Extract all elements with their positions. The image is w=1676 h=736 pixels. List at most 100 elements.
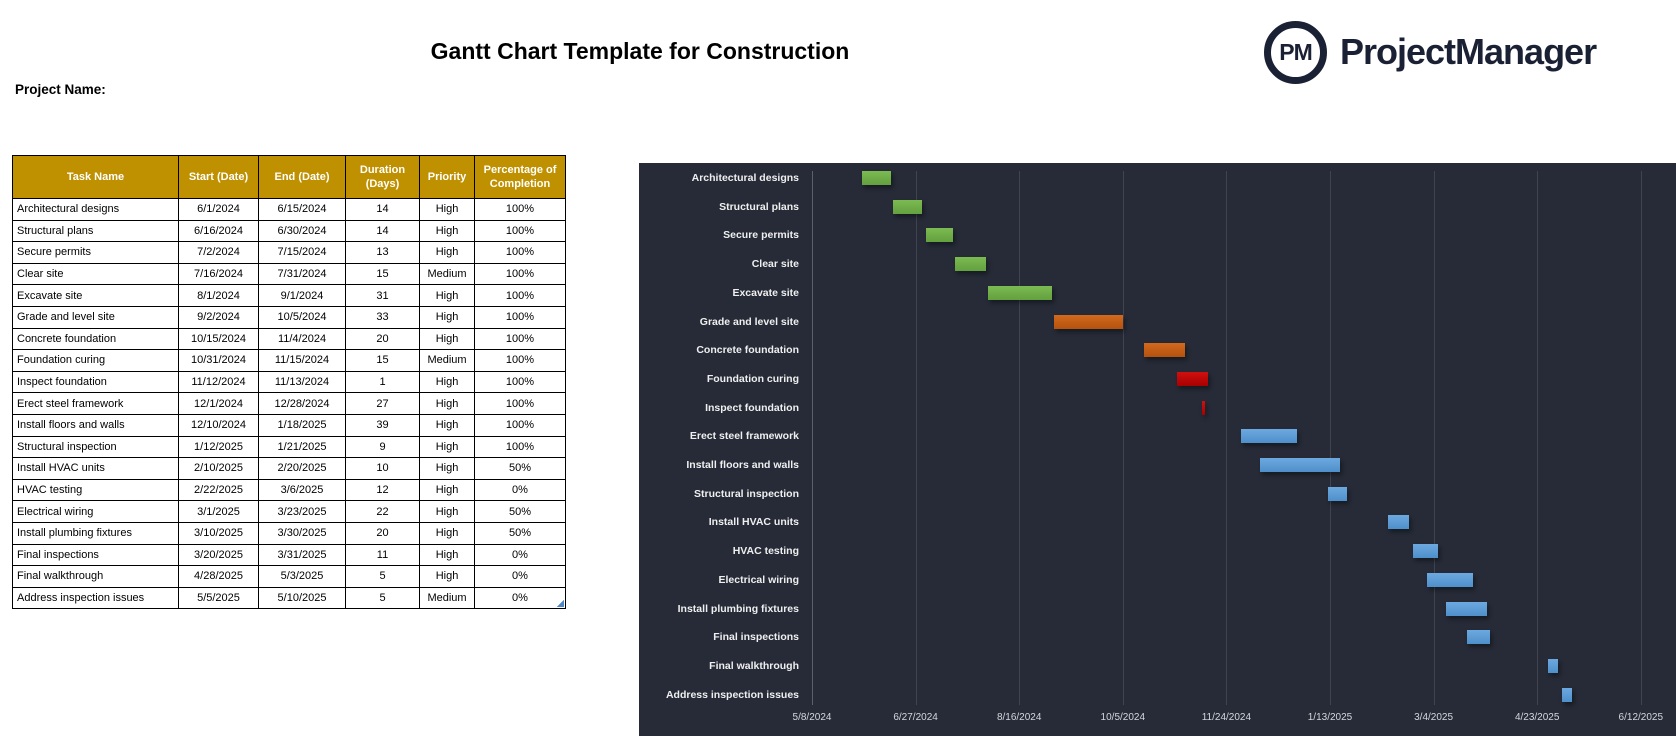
cell-priority[interactable]: High [419,241,475,264]
cell-start-date[interactable]: 12/10/2024 [178,413,259,437]
cell-duration[interactable]: 15 [345,262,420,286]
cell-task-name[interactable]: Erect steel framework [12,392,179,415]
cell-end-date[interactable]: 3/31/2025 [258,543,346,567]
cell-task-name[interactable]: Electrical wiring [12,500,179,523]
cell-task-name[interactable]: Address inspection issues [12,586,179,610]
cell-priority[interactable]: High [419,327,475,351]
cell-duration[interactable]: 12 [345,478,420,502]
cell-completion[interactable]: 50% [474,457,566,480]
column-header[interactable]: End (Date) [258,155,346,199]
cell-completion[interactable]: 50% [474,521,566,545]
column-header[interactable]: Start (Date) [178,155,259,199]
cell-priority[interactable]: High [419,478,475,502]
cell-duration[interactable]: 20 [345,521,420,545]
cell-priority[interactable]: High [419,565,475,588]
column-header[interactable]: Task Name [12,155,179,199]
cell-completion[interactable]: 100% [474,284,566,307]
column-header[interactable]: Percentage of Completion [474,155,566,199]
cell-task-name[interactable]: HVAC testing [12,478,179,502]
cell-start-date[interactable]: 7/16/2024 [178,262,259,286]
cell-priority[interactable]: High [419,543,475,567]
cell-end-date[interactable]: 11/13/2024 [258,370,346,394]
cell-start-date[interactable]: 6/16/2024 [178,219,259,243]
cell-duration[interactable]: 14 [345,198,420,221]
cell-completion[interactable]: 100% [474,413,566,437]
cell-priority[interactable]: Medium [419,349,475,372]
cell-duration[interactable]: 27 [345,392,420,415]
cell-start-date[interactable]: 10/31/2024 [178,349,259,372]
cell-start-date[interactable]: 11/12/2024 [178,370,259,394]
cell-priority[interactable]: High [419,392,475,415]
cell-completion[interactable]: 50% [474,500,566,523]
cell-priority[interactable]: High [419,435,475,459]
cell-start-date[interactable]: 2/10/2025 [178,457,259,480]
cell-end-date[interactable]: 3/6/2025 [258,478,346,502]
cell-end-date[interactable]: 12/28/2024 [258,392,346,415]
cell-task-name[interactable]: Install floors and walls [12,413,179,437]
cell-end-date[interactable]: 5/3/2025 [258,565,346,588]
cell-end-date[interactable]: 1/21/2025 [258,435,346,459]
cell-start-date[interactable]: 7/2/2024 [178,241,259,264]
cell-task-name[interactable]: Excavate site [12,284,179,307]
cell-end-date[interactable]: 1/18/2025 [258,413,346,437]
cell-end-date[interactable]: 11/15/2024 [258,349,346,372]
cell-duration[interactable]: 20 [345,327,420,351]
cell-priority[interactable]: High [419,305,475,329]
cell-end-date[interactable]: 5/10/2025 [258,586,346,610]
table-resize-handle[interactable] [556,599,564,607]
cell-duration[interactable]: 31 [345,284,420,307]
cell-task-name[interactable]: Secure permits [12,241,179,264]
cell-priority[interactable]: High [419,284,475,307]
cell-task-name[interactable]: Final inspections [12,543,179,567]
cell-task-name[interactable]: Final walkthrough [12,565,179,588]
cell-end-date[interactable]: 7/31/2024 [258,262,346,286]
cell-completion[interactable]: 100% [474,435,566,459]
cell-end-date[interactable]: 7/15/2024 [258,241,346,264]
cell-start-date[interactable]: 9/2/2024 [178,305,259,329]
cell-duration[interactable]: 15 [345,349,420,372]
cell-task-name[interactable]: Foundation curing [12,349,179,372]
cell-start-date[interactable]: 3/10/2025 [178,521,259,545]
cell-end-date[interactable]: 3/23/2025 [258,500,346,523]
cell-duration[interactable]: 39 [345,413,420,437]
cell-duration[interactable]: 13 [345,241,420,264]
column-header[interactable]: Duration (Days) [345,155,420,199]
cell-completion[interactable]: 100% [474,392,566,415]
cell-priority[interactable]: Medium [419,586,475,610]
column-header[interactable]: Priority [419,155,475,199]
cell-duration[interactable]: 10 [345,457,420,480]
cell-end-date[interactable]: 2/20/2025 [258,457,346,480]
cell-start-date[interactable]: 4/28/2025 [178,565,259,588]
cell-completion[interactable]: 0% [474,478,566,502]
cell-start-date[interactable]: 12/1/2024 [178,392,259,415]
cell-duration[interactable]: 9 [345,435,420,459]
cell-priority[interactable]: High [419,198,475,221]
cell-task-name[interactable]: Structural plans [12,219,179,243]
cell-completion[interactable]: 100% [474,219,566,243]
cell-end-date[interactable]: 9/1/2024 [258,284,346,307]
cell-start-date[interactable]: 6/1/2024 [178,198,259,221]
cell-priority[interactable]: High [419,370,475,394]
cell-start-date[interactable]: 3/1/2025 [178,500,259,523]
cell-task-name[interactable]: Concrete foundation [12,327,179,351]
cell-duration[interactable]: 5 [345,586,420,610]
cell-start-date[interactable]: 5/5/2025 [178,586,259,610]
cell-end-date[interactable]: 11/4/2024 [258,327,346,351]
cell-task-name[interactable]: Grade and level site [12,305,179,329]
cell-duration[interactable]: 22 [345,500,420,523]
cell-priority[interactable]: High [419,413,475,437]
cell-task-name[interactable]: Install HVAC units [12,457,179,480]
cell-completion[interactable]: 0% [474,543,566,567]
cell-completion[interactable]: 0% [474,565,566,588]
cell-priority[interactable]: High [419,521,475,545]
cell-duration[interactable]: 14 [345,219,420,243]
cell-task-name[interactable]: Clear site [12,262,179,286]
cell-completion[interactable]: 100% [474,370,566,394]
cell-end-date[interactable]: 10/5/2024 [258,305,346,329]
cell-start-date[interactable]: 8/1/2024 [178,284,259,307]
cell-completion[interactable]: 100% [474,198,566,221]
cell-completion[interactable]: 0% [474,586,566,610]
cell-task-name[interactable]: Install plumbing fixtures [12,521,179,545]
cell-priority[interactable]: Medium [419,262,475,286]
cell-start-date[interactable]: 1/12/2025 [178,435,259,459]
